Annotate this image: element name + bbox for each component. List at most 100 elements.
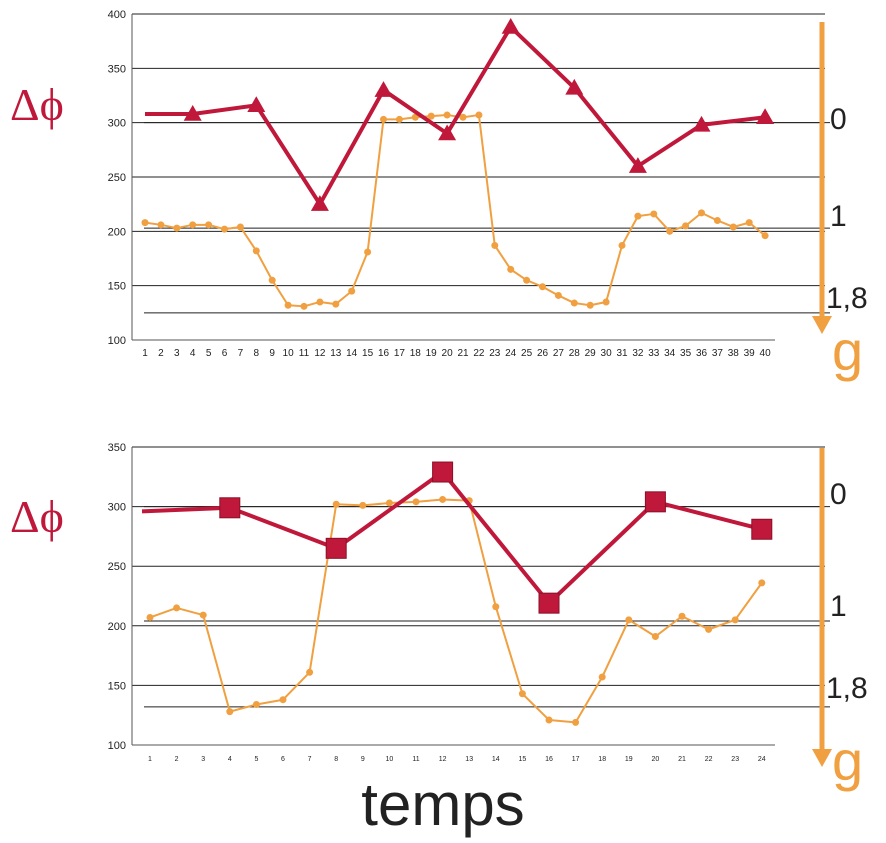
x-tick-label-1: 2 — [158, 348, 164, 359]
series-1-point-20 — [459, 113, 467, 121]
series-1-point-35 — [698, 209, 705, 217]
series-1-point-17 — [411, 113, 419, 121]
series-1-point-8 — [359, 501, 367, 509]
x-tick-label-34: 35 — [680, 348, 692, 359]
bottom-right-tick-0: 0 — [830, 478, 847, 511]
series-1-point-9 — [284, 301, 292, 309]
x-tick-label-22: 23 — [731, 756, 739, 763]
series-0-point-10 — [756, 108, 775, 124]
series-1-point-32 — [650, 210, 658, 218]
x-tick-label-16: 17 — [394, 348, 406, 359]
g-axis-arrow-head — [812, 749, 832, 767]
x-tick-label-2: 3 — [201, 756, 205, 763]
x-tick-label-16: 17 — [572, 756, 580, 763]
x-tick-label-26: 27 — [553, 348, 565, 359]
x-tick-label-17: 18 — [410, 348, 422, 359]
x-tick-label-23: 24 — [758, 756, 766, 763]
series-1-point-15 — [380, 115, 387, 123]
top-right-tick-1: 1 — [830, 200, 847, 233]
series-1-point-12 — [332, 300, 340, 308]
x-tick-label-39: 40 — [760, 348, 772, 359]
series-1-point-24 — [523, 276, 531, 284]
x-tick-label-28: 29 — [585, 348, 597, 359]
series-1-point-17 — [598, 673, 606, 681]
series-1-point-1 — [157, 221, 165, 229]
series-1-point-7 — [332, 500, 340, 508]
x-tick-label-27: 28 — [569, 348, 581, 359]
x-tick-label-23: 24 — [505, 348, 517, 359]
series-0-point-4 — [538, 592, 560, 614]
y-tick-label-4: 300 — [108, 118, 126, 130]
x-tick-label-15: 16 — [545, 756, 553, 763]
bottom-left-axis-symbol: Δϕ — [10, 491, 64, 542]
series-0-point-5 — [644, 491, 666, 513]
series-1-point-14 — [364, 248, 372, 256]
x-tick-label-21: 22 — [473, 348, 485, 359]
y-tick-label-1: 150 — [108, 281, 126, 293]
series-1-point-37 — [729, 223, 737, 231]
series-1-point-18 — [427, 112, 435, 120]
x-tick-label-37: 38 — [728, 348, 740, 359]
top-right-tick-2: 1,8 — [826, 282, 868, 315]
series-1-point-10 — [412, 498, 420, 506]
x-axis-title: temps — [361, 771, 525, 838]
series-1-point-23 — [507, 265, 515, 273]
series-1-point-19 — [443, 111, 451, 119]
x-tick-label-20: 21 — [678, 756, 686, 763]
x-tick-label-5: 6 — [281, 756, 285, 763]
series-0-point-8 — [628, 157, 647, 173]
series-0-point-4 — [374, 81, 393, 97]
series-1-point-0 — [141, 219, 149, 227]
series-1-point-21 — [475, 111, 483, 119]
series-1-point-22 — [491, 241, 499, 249]
y-tick-label-2: 200 — [108, 226, 126, 238]
series-1-point-2 — [199, 611, 207, 619]
x-tick-label-12: 13 — [465, 756, 473, 763]
x-tick-label-24: 25 — [521, 348, 533, 359]
series-1-point-14 — [518, 690, 526, 698]
x-tick-label-33: 34 — [664, 348, 676, 359]
series-1-point-9 — [385, 499, 393, 507]
x-tick-label-29: 30 — [601, 348, 613, 359]
series-1-point-5 — [221, 225, 228, 233]
series-0-point-1 — [183, 104, 202, 121]
top-left-axis-symbol: Δϕ — [10, 79, 64, 130]
series-1-line — [144, 114, 766, 308]
y-tick-label-0: 100 — [108, 335, 126, 347]
y-tick-label-6: 400 — [108, 9, 126, 21]
x-tick-label-9: 10 — [386, 756, 394, 763]
series-1-point-33 — [666, 227, 674, 235]
x-tick-label-13: 14 — [346, 348, 358, 359]
series-0-line — [141, 470, 763, 606]
x-tick-label-4: 5 — [206, 348, 212, 359]
series-1-point-25 — [539, 283, 546, 291]
series-1-point-16 — [572, 718, 580, 726]
x-tick-label-4: 5 — [254, 756, 258, 763]
series-1-point-34 — [682, 222, 690, 230]
bottom-right-tick-1: 1 — [830, 590, 847, 623]
series-1-point-0 — [146, 613, 154, 621]
y-tick-label-1: 150 — [108, 680, 126, 692]
series-1-point-39 — [761, 232, 769, 240]
x-tick-label-38: 39 — [744, 348, 756, 359]
y-tick-label-3: 250 — [108, 561, 126, 573]
x-tick-label-13: 14 — [492, 756, 500, 763]
series-0-point-9 — [692, 115, 711, 132]
series-1-point-8 — [268, 276, 276, 284]
x-tick-label-2: 3 — [174, 348, 180, 359]
series-1-point-15 — [545, 716, 553, 724]
x-tick-label-0: 1 — [148, 756, 152, 763]
x-tick-label-8: 9 — [269, 348, 275, 359]
x-tick-label-14: 15 — [519, 756, 527, 763]
y-tick-label-5: 350 — [108, 63, 126, 75]
series-1-point-16 — [395, 115, 403, 123]
series-1-point-13 — [348, 287, 356, 295]
series-1-point-3 — [189, 221, 197, 229]
series-1-point-28 — [586, 301, 594, 309]
series-1-point-30 — [618, 241, 626, 249]
series-0-point-2 — [247, 96, 266, 113]
series-1-point-3 — [226, 708, 234, 716]
x-tick-label-19: 20 — [652, 756, 660, 763]
